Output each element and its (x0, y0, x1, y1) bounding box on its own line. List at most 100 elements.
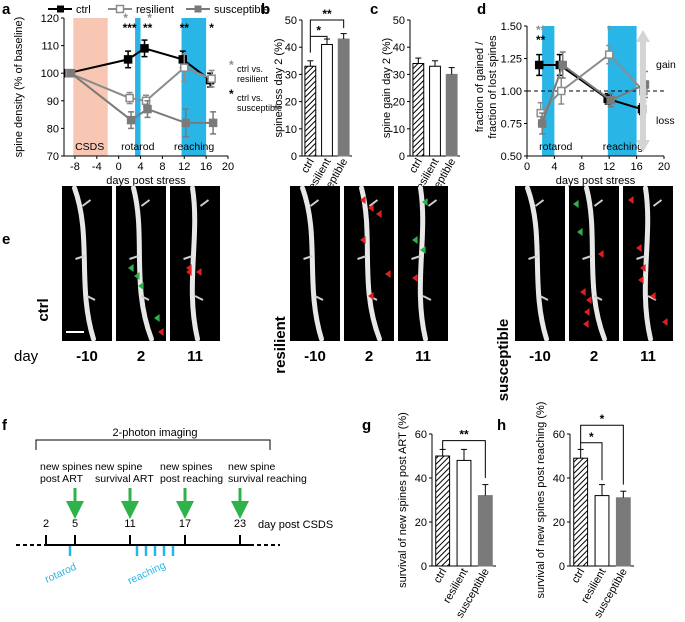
red-arrowhead (584, 308, 590, 316)
y-tick-label: 50 (285, 15, 297, 27)
sig-bracket (442, 440, 486, 478)
green-arrowhead (412, 236, 418, 244)
y-tick-label: 30 (393, 69, 405, 81)
y-axis-label: survival of new spines post reaching (%) (535, 402, 547, 599)
y-tick-label: 40 (393, 42, 405, 54)
data-point-resilient (557, 86, 566, 96)
y-tick-label: 10 (285, 124, 297, 136)
data-point-ctrl (534, 60, 544, 70)
red-arrowhead (368, 204, 374, 212)
panel-letter-b: b (261, 1, 270, 18)
dendrite (189, 185, 200, 342)
red-arrowhead (580, 288, 586, 296)
spines (129, 199, 151, 301)
y-tick-label: 60 (553, 429, 565, 441)
dendrite (525, 185, 549, 342)
dendrite (584, 185, 607, 342)
legend: ctrl resilient susceptible (48, 4, 269, 16)
imaging-bracket (35, 439, 271, 450)
sig-black: ** (143, 21, 153, 35)
red-arrowhead (376, 210, 382, 218)
group-label-susceptible: susceptible (495, 319, 512, 402)
panel-letter-f: f (2, 417, 8, 434)
day-label: 2 (590, 348, 598, 365)
y-tick-label: 1.25 (501, 54, 522, 66)
event-label-line1: new spine (95, 461, 142, 473)
green-arrowhead (420, 246, 426, 254)
series-line-ctrl (539, 64, 643, 111)
red-arrowhead (360, 236, 366, 244)
dendrite (417, 185, 428, 342)
spines (303, 199, 324, 301)
x-tick-label: 16 (630, 161, 642, 173)
legend-resilient: resilient (136, 4, 174, 16)
event-label-line2: survival reaching (228, 473, 307, 485)
sig-star: ** (322, 7, 332, 21)
spines (411, 199, 438, 301)
y-tick-label: 80 (47, 123, 59, 135)
x-tick-label: 16 (200, 161, 212, 173)
x-tick-label: 12 (603, 161, 615, 173)
chart-h-survival-reaching: 0204060ctrlresilientsusceptiblesurvival … (535, 402, 634, 620)
data-point-susceptible (126, 115, 136, 125)
spines (75, 199, 96, 301)
y-axis-label-line1: fraction of gained / (474, 41, 486, 132)
sig-bracket (309, 19, 345, 37)
reaching-label: reaching (126, 559, 168, 587)
day-label: 2 (365, 348, 373, 365)
region-label-reaching: reaching (174, 141, 214, 153)
y-tick-label: 120 (41, 13, 59, 25)
y-tick-label: 0 (291, 151, 297, 163)
green-arrowhead (573, 200, 579, 208)
red-arrowhead (640, 264, 646, 272)
sig-gray: * (147, 11, 152, 25)
bar-resilient (429, 65, 441, 157)
y-tick-label: 30 (285, 69, 297, 81)
x-tick-label: 0 (116, 161, 122, 173)
red-arrowhead (636, 244, 642, 252)
arrow-label-gain: gain (656, 59, 676, 71)
sig-star: * (600, 412, 605, 426)
event-label-line1: new spine (228, 461, 275, 473)
bar-susceptible (477, 495, 493, 567)
green-arrowhead (128, 264, 134, 272)
green-arrowhead (422, 198, 428, 206)
timeline-axis-label: day post CSDS (258, 519, 333, 531)
data-point-susceptible (66, 68, 76, 78)
x-tick-label: -8 (70, 161, 80, 173)
y-tick-label: 0 (399, 151, 405, 163)
day-label: 23 (234, 518, 246, 530)
y-tick-label: 0 (421, 561, 427, 573)
note-gray-line2: resilient (237, 74, 269, 84)
bar-ctrl (435, 455, 451, 567)
spines (582, 199, 604, 301)
green-arrowhead (577, 228, 583, 236)
y-tick-label: 40 (285, 42, 297, 54)
y-tick-label: 20 (285, 97, 297, 109)
y-axis-label: spine density (% of baseline) (13, 17, 25, 158)
sig-gray: * (607, 23, 612, 37)
data-point-resilient (604, 50, 614, 59)
sig-black: * (209, 21, 214, 35)
category-label: ctrl (570, 567, 588, 586)
y-axis-label: spine gain day 2 (%) (381, 38, 393, 138)
imaging-title: 2-photon imaging (112, 427, 197, 439)
chart-b-spine-loss: 01020304050ctrlresilientsusceptiblespine… (273, 7, 352, 210)
sig-bracket (309, 35, 328, 53)
data-point-susceptible (606, 95, 615, 105)
y-tick-label: 1.00 (501, 86, 522, 98)
x-tick-label: -4 (92, 161, 102, 173)
panel-letter-d: d (477, 1, 486, 18)
bar-susceptible (445, 73, 458, 157)
region-label-csds: CSDS (75, 141, 104, 153)
chart-d-gain-loss-ratio: rotarod reaching 0.50 0.75 1.00 1.25 1.50 0 4 8 12… (474, 21, 676, 187)
y-tick-label: 0.75 (501, 119, 522, 131)
region-label-rotarod: rotarod (121, 141, 154, 153)
panel-letter-e: e (2, 231, 10, 248)
sig-black: ** (180, 21, 190, 35)
y-tick-label: 50 (393, 15, 405, 27)
bar-resilient (456, 459, 472, 567)
red-arrowhead (360, 196, 366, 204)
series-line-resilient (539, 53, 645, 114)
